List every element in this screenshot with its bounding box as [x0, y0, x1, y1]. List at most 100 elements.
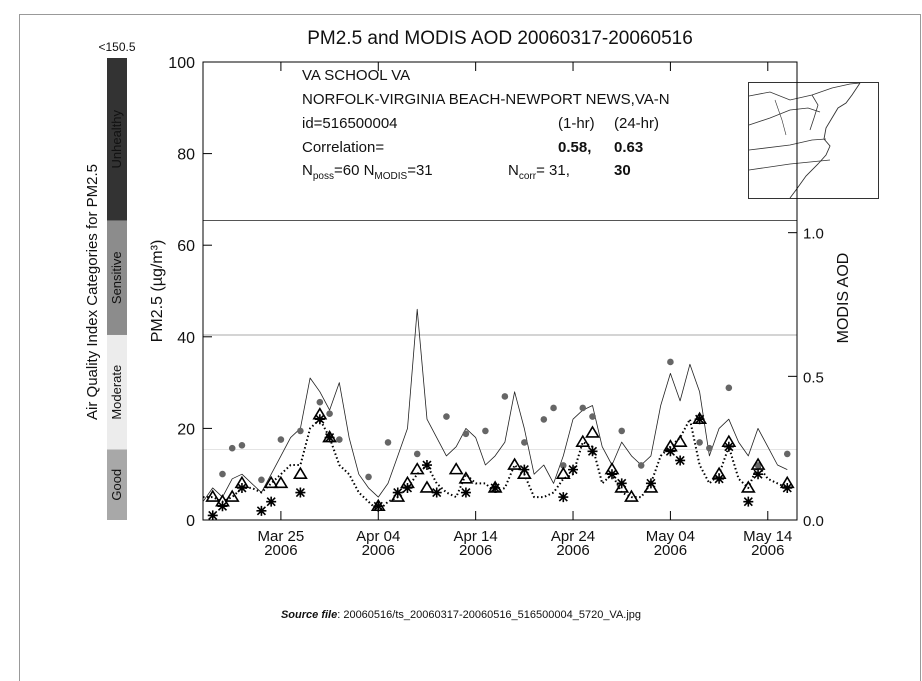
asterisk-marker	[256, 505, 267, 516]
triangle-marker	[292, 466, 308, 479]
area: NORFOLK-VIRGINIA BEACH-NEWPORT NEWS,VA-N	[302, 91, 670, 108]
text-part: = 31,	[536, 162, 570, 179]
x-tick-label: Mar 25 2006	[257, 528, 305, 559]
asterisk-marker	[782, 482, 793, 493]
series-line	[202, 308, 788, 502]
asterisk-marker	[558, 492, 569, 503]
map-inset	[748, 82, 879, 199]
aod-dot	[365, 473, 372, 481]
text-part: N	[302, 162, 313, 179]
y-tick-label: 40	[177, 330, 195, 347]
x-tick-label: May 14 2006	[743, 528, 793, 559]
asterisk-marker	[743, 496, 754, 507]
asterisk-marker	[266, 496, 277, 507]
aqi-category-label: Moderate	[109, 365, 124, 420]
aqi-category-label: Sensitive	[109, 251, 124, 304]
asterisk-marker	[421, 460, 432, 471]
aod-dot	[277, 436, 285, 443]
y-tick-label: 80	[177, 147, 195, 164]
triangle-marker	[585, 425, 600, 438]
site: VA SCHOOL VA	[302, 67, 410, 84]
subscript: corr	[519, 171, 537, 182]
aqi-segment	[107, 449, 127, 520]
aod-dot	[258, 476, 265, 484]
asterisk-marker	[645, 478, 656, 489]
aod-dot	[501, 393, 509, 400]
asterisk-marker	[753, 469, 764, 480]
aod-dot	[336, 436, 343, 443]
y-tick-label: 20	[177, 421, 195, 438]
x-tick-label: May 04 2006	[645, 528, 695, 559]
asterisk-marker	[723, 441, 734, 452]
n-corr: Ncorr= 31,	[508, 162, 570, 182]
source-line: Source file: 20060516/ts_20060317-200605…	[0, 609, 922, 621]
asterisk-marker	[207, 510, 218, 521]
aod-dot	[219, 470, 226, 478]
n-corr-24hr: 30	[614, 162, 631, 179]
asterisk-marker	[665, 446, 676, 457]
triangle-marker	[555, 466, 571, 479]
source-text: : 20060516/ts_20060317-20060516_51650000…	[337, 609, 642, 621]
y-axis-label: PM2.5 (µg/m³)	[149, 240, 166, 343]
correlation-label: Correlation=	[302, 139, 384, 156]
subscript: MODIS	[374, 171, 407, 182]
triangle-marker	[419, 480, 435, 493]
y-tick-label: 60	[177, 238, 195, 255]
asterisk-marker	[236, 482, 247, 493]
aod-dot	[754, 462, 762, 469]
text-part: =31	[407, 162, 432, 179]
asterisk-marker	[295, 487, 306, 498]
aod-dot	[618, 427, 626, 435]
aod-dot	[589, 413, 596, 420]
aod-dot	[238, 441, 246, 449]
triangle-marker	[740, 480, 756, 493]
asterisk-marker	[714, 473, 725, 484]
y2-tick-label: 0.5	[803, 369, 824, 386]
aod-dot	[550, 404, 557, 412]
aqi-segment	[107, 58, 127, 221]
aod-dot	[783, 450, 791, 458]
x-tick-label: Apr 24 2006	[550, 528, 596, 559]
y2-axis-label: MODIS AOD	[835, 253, 852, 344]
aod-dot	[579, 404, 587, 412]
subscript: poss	[313, 171, 334, 182]
triangle-marker	[224, 489, 240, 502]
aod-dot	[667, 358, 674, 366]
aod-dot	[384, 439, 392, 446]
y-tick-label: 100	[168, 55, 195, 72]
triangle-marker	[507, 457, 523, 470]
triangle-marker	[750, 457, 766, 470]
asterisk-marker	[392, 487, 403, 498]
aqi-segment	[107, 334, 127, 450]
series-line	[203, 418, 788, 512]
aod-dot	[482, 427, 489, 435]
triangle-marker	[263, 475, 279, 489]
asterisk-marker	[460, 487, 471, 498]
asterisk-marker	[519, 464, 530, 475]
y-tick-label: 0	[186, 513, 195, 530]
aod-dot	[228, 444, 236, 452]
aod-dot	[462, 430, 470, 438]
frame	[19, 14, 921, 681]
aqi-segment	[107, 220, 127, 335]
aqi-category-label: Unhealthy	[109, 109, 124, 168]
asterisk-marker	[606, 469, 617, 480]
aod-dot	[696, 439, 703, 446]
aod-dot	[443, 413, 450, 420]
text-part: N	[508, 162, 519, 179]
corr-1hr: 0.58,	[558, 139, 591, 156]
asterisk-marker	[324, 432, 335, 443]
triangle-marker	[672, 434, 688, 447]
aqi-top-label: <150.5	[98, 40, 135, 54]
text-part: =60 N	[334, 162, 374, 179]
corr-24hr: 0.63	[614, 139, 643, 156]
asterisk-marker	[373, 501, 384, 512]
triangle-marker	[273, 475, 289, 489]
aqi-label: Air Quality Index Categories for PM2.5	[84, 164, 101, 420]
asterisk-marker	[568, 464, 579, 475]
asterisk-marker	[402, 482, 413, 493]
asterisk-marker	[587, 446, 598, 457]
chart-title: PM2.5 and MODIS AOD 20060317-20060516	[307, 28, 693, 49]
